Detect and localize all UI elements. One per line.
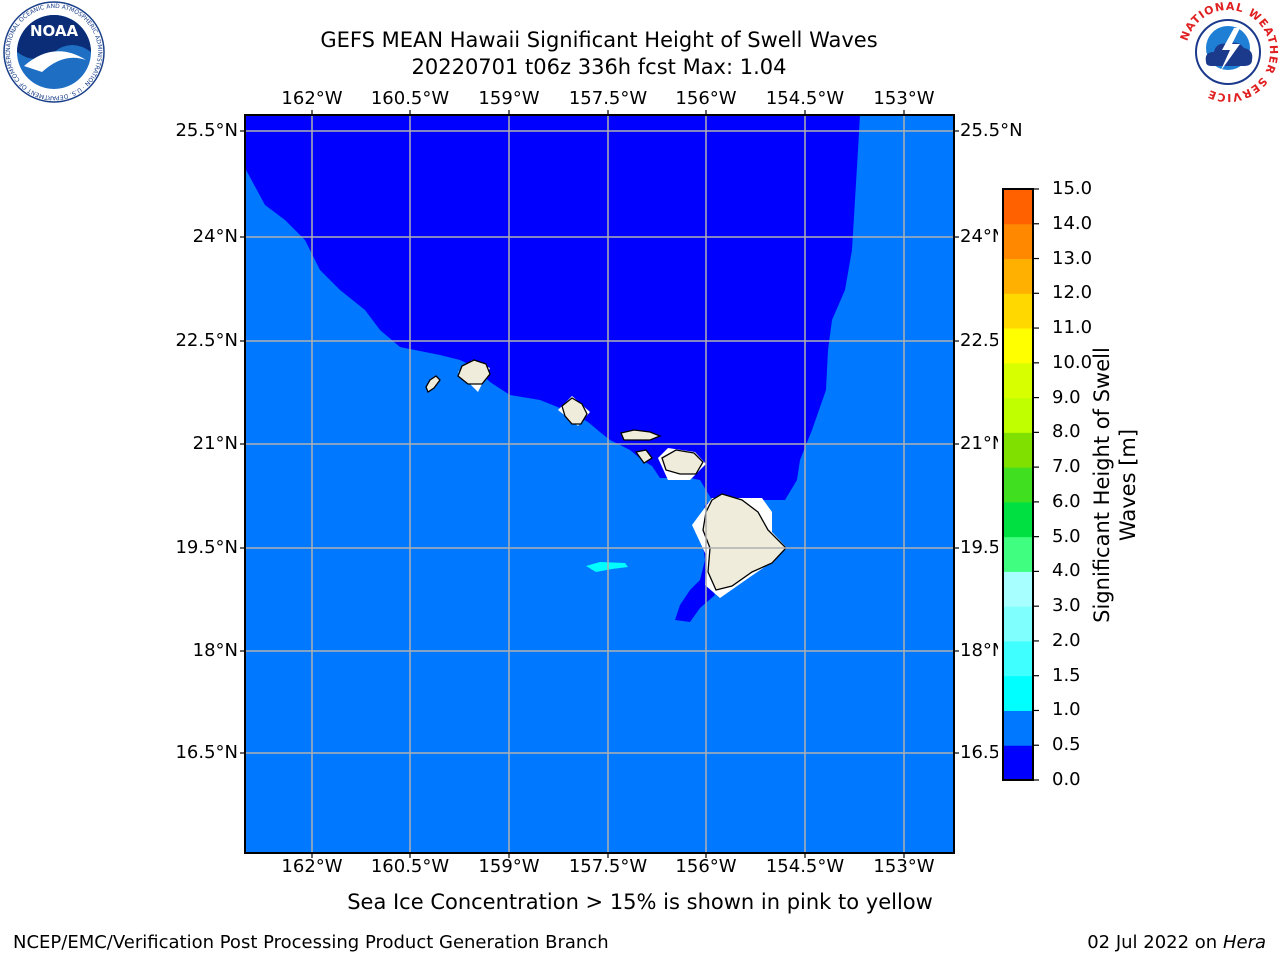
colorbar-tick-label: 9.0 bbox=[1052, 386, 1081, 408]
colorbar-band bbox=[1003, 397, 1033, 433]
colorbar-band bbox=[1003, 571, 1033, 607]
lon-tick-top: 153°W bbox=[873, 88, 935, 109]
colorbar-band bbox=[1003, 189, 1033, 225]
colorbar-tick-label: 15.0 bbox=[1052, 178, 1093, 199]
lon-tick-top: 156°W bbox=[675, 88, 737, 109]
grid-lines bbox=[245, 115, 954, 853]
lon-tick-bottom: 160.5°W bbox=[370, 856, 450, 877]
colorbar-band bbox=[1003, 258, 1033, 294]
lat-tick-right: 18°N bbox=[960, 640, 1006, 661]
colorbar bbox=[998, 184, 1048, 786]
colorbar-band bbox=[1003, 362, 1033, 399]
lon-tick-bottom: 162°W bbox=[281, 856, 343, 877]
colorbar-tick-label: 14.0 bbox=[1052, 212, 1093, 234]
colorbar-label: Significant Height of Swell Waves [m] bbox=[1089, 325, 1141, 645]
colorbar-band bbox=[1003, 536, 1033, 572]
colorbar-tick-label: 6.0 bbox=[1052, 490, 1081, 512]
map-frame bbox=[244, 114, 955, 854]
island-kauai bbox=[457, 359, 491, 385]
noaa-logo: NATIONAL OCEANIC AND ATMOSPHERIC ADMINIS… bbox=[2, 0, 105, 103]
colorbar-tick-label: 12.0 bbox=[1052, 282, 1093, 304]
footer-date-text: 02 Jul 2022 on bbox=[1087, 932, 1223, 953]
lon-tick-top: 160.5°W bbox=[370, 88, 450, 109]
sea-ice-note: Sea Ice Concentration > 15% is shown in … bbox=[347, 890, 933, 914]
colorbar-band bbox=[1003, 223, 1033, 260]
colorbar-band bbox=[1003, 710, 1033, 746]
lat-tick-right: 25.5°N bbox=[960, 120, 1023, 141]
colorbar-tick-label: 2.0 bbox=[1052, 629, 1081, 651]
island-maui bbox=[661, 449, 704, 475]
colorbar-band bbox=[1003, 501, 1033, 538]
colorbar-band bbox=[1003, 467, 1033, 503]
colorbar-band bbox=[1003, 675, 1033, 711]
lat-tick-left: 22.5°N bbox=[175, 330, 238, 351]
swell-band-1.0-1.5 bbox=[586, 562, 628, 572]
lon-tick-bottom: 159°W bbox=[478, 856, 540, 877]
lon-tick-bottom: 157.5°W bbox=[568, 856, 648, 877]
islands bbox=[425, 359, 787, 591]
colorbar-tick-label: 0.0 bbox=[1052, 769, 1081, 790]
colorbar-tick-label: 7.0 bbox=[1052, 456, 1081, 478]
lon-tick-top: 157.5°W bbox=[568, 88, 648, 109]
lat-tick-right: 21°N bbox=[960, 433, 1006, 454]
footer-date: 02 Jul 2022 on Hera bbox=[1087, 932, 1266, 953]
colorbar-tick-label: 8.0 bbox=[1052, 421, 1081, 443]
lat-tick-left: 18°N bbox=[192, 640, 238, 661]
lat-tick-left: 21°N bbox=[192, 433, 238, 454]
colorbar-band bbox=[1003, 745, 1033, 781]
lon-tick-bottom: 154.5°W bbox=[765, 856, 845, 877]
island-molokai bbox=[620, 429, 662, 441]
colorbar-band bbox=[1003, 640, 1033, 677]
colorbar-tick-label: 3.0 bbox=[1052, 595, 1081, 617]
island-oahu bbox=[561, 397, 588, 425]
colorbar-band bbox=[1003, 432, 1033, 468]
footer-credit: NCEP/EMC/Verification Post Processing Pr… bbox=[13, 932, 609, 953]
lat-tick-left: 16.5°N bbox=[175, 742, 238, 763]
noaa-logo-text: NOAA bbox=[30, 22, 79, 40]
lon-tick-bottom: 156°W bbox=[675, 856, 737, 877]
colorbar-tick-label: 13.0 bbox=[1052, 247, 1093, 269]
footer-host: Hera bbox=[1222, 932, 1266, 953]
lon-tick-top: 159°W bbox=[478, 88, 540, 109]
island-niihau bbox=[425, 375, 441, 393]
chart-subtitle: 20220701 t06z 336h fcst Max: 1.04 bbox=[411, 55, 787, 79]
colorbar-tick-label: 5.0 bbox=[1052, 525, 1081, 547]
lat-tick-right: 24°N bbox=[960, 226, 1006, 247]
lat-tick-left: 25.5°N bbox=[175, 120, 238, 141]
map-ticks bbox=[240, 110, 959, 858]
lat-tick-left: 24°N bbox=[192, 226, 238, 247]
colorbar-label-line2: Waves [m] bbox=[1116, 428, 1140, 542]
island-lanai bbox=[634, 449, 653, 464]
colorbar-tick-label: 1.0 bbox=[1052, 699, 1081, 721]
lon-tick-top: 162°W bbox=[281, 88, 343, 109]
colorbar-tick-label: 11.0 bbox=[1052, 317, 1093, 339]
colorbar-band bbox=[1003, 328, 1033, 364]
lon-tick-bottom: 153°W bbox=[873, 856, 935, 877]
colorbar-label-line1: Significant Height of Swell bbox=[1090, 347, 1114, 623]
colorbar-band bbox=[1003, 606, 1033, 642]
nws-logo: NATIONAL WEATHER SERVICE bbox=[1178, 0, 1279, 104]
colorbar-band bbox=[1003, 293, 1033, 329]
colorbar-tick-label: 10.0 bbox=[1052, 351, 1093, 373]
colorbar-tick-label: 4.0 bbox=[1052, 560, 1081, 582]
lon-tick-top: 154.5°W bbox=[765, 88, 845, 109]
chart-title: GEFS MEAN Hawaii Significant Height of S… bbox=[320, 28, 878, 52]
colorbar-tick-label: 0.5 bbox=[1052, 734, 1081, 756]
colorbar-tick-label: 1.5 bbox=[1052, 664, 1081, 686]
lat-tick-left: 19.5°N bbox=[175, 537, 238, 558]
